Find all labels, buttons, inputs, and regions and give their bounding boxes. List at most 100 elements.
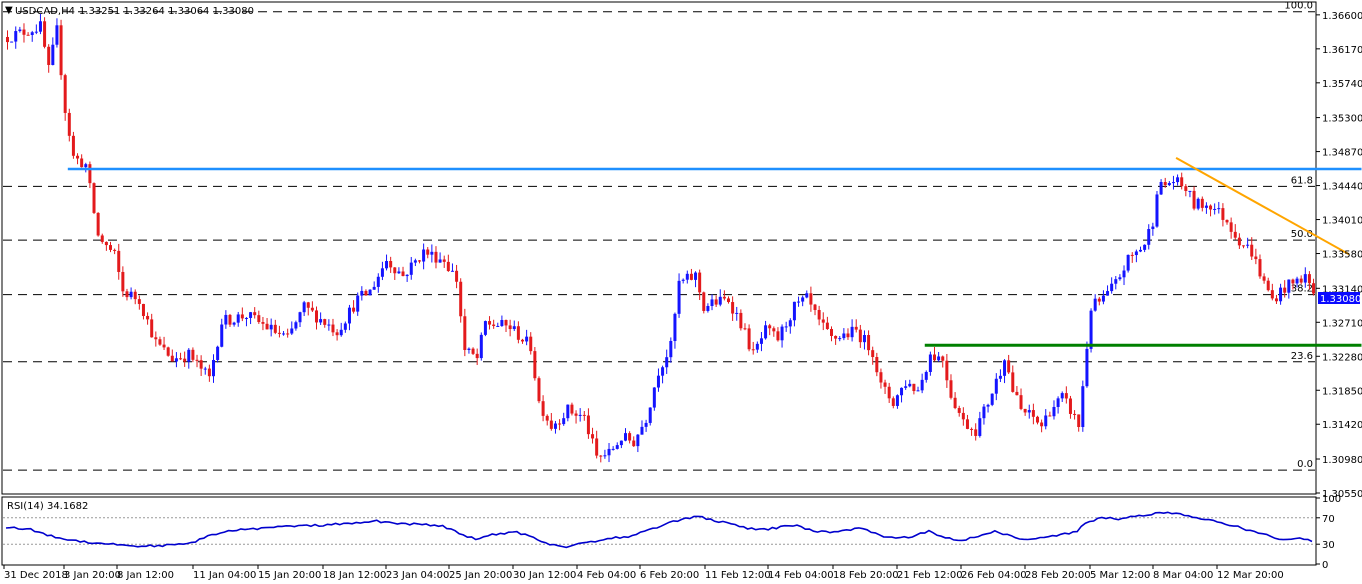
bear-candle bbox=[170, 355, 174, 362]
time-tick-label: 26 Feb 04:00 bbox=[961, 570, 1027, 581]
bear-candle bbox=[265, 323, 269, 330]
bear-candle bbox=[109, 245, 112, 250]
bear-candle bbox=[698, 272, 702, 293]
bull-candle bbox=[339, 329, 343, 336]
bear-candle bbox=[1184, 186, 1188, 191]
bear-candle bbox=[1262, 276, 1266, 281]
time-tick-label: 8 Mar 04:00 bbox=[1153, 570, 1213, 581]
bull-candle bbox=[1287, 279, 1291, 293]
fib-level-label: 23.6 bbox=[1291, 351, 1313, 362]
bull-candle bbox=[1056, 398, 1060, 407]
bear-candle bbox=[117, 250, 121, 272]
bull-candle bbox=[640, 426, 644, 435]
bear-candle bbox=[776, 331, 780, 341]
bear-candle bbox=[1258, 259, 1262, 277]
bull-candle bbox=[916, 390, 920, 392]
bear-candle bbox=[158, 339, 162, 345]
bear-candle bbox=[401, 271, 405, 277]
bull-candle bbox=[801, 297, 805, 302]
bear-candle bbox=[953, 397, 957, 409]
bull-candle bbox=[677, 280, 681, 314]
bear-candle bbox=[739, 312, 743, 329]
bear-candle bbox=[389, 261, 393, 268]
bear-candle bbox=[867, 335, 871, 351]
rsi-indicator: 100 70 30 0 bbox=[3, 494, 1341, 571]
bull-candle bbox=[998, 375, 1002, 379]
bull-candle bbox=[644, 422, 648, 427]
bull-candle bbox=[792, 301, 796, 321]
bull-candle bbox=[500, 320, 504, 326]
dropdown-arrow-icon[interactable]: ▼ bbox=[5, 5, 13, 16]
time-tick-label: 21 Feb 12:00 bbox=[897, 570, 963, 581]
fib-level-label: 100.0 bbox=[1284, 1, 1313, 12]
fibonacci-levels: 100.0 61.8 50.0 38.2 23.6 0.0 bbox=[3, 1, 1315, 471]
bull-candle bbox=[735, 312, 739, 314]
bull-candle bbox=[718, 296, 722, 305]
bull-candle bbox=[1188, 190, 1192, 192]
bear-candle bbox=[582, 414, 586, 416]
bear-candle bbox=[113, 249, 117, 251]
time-tick-label: 18 Feb 20:00 bbox=[833, 570, 899, 581]
bull-candle bbox=[438, 259, 442, 263]
fib-level-label: 0.0 bbox=[1297, 459, 1313, 470]
bear-candle bbox=[1192, 190, 1196, 209]
bull-candle bbox=[1110, 283, 1114, 292]
bull-candle bbox=[850, 326, 854, 338]
bear-candle bbox=[537, 378, 541, 402]
bear-candle bbox=[817, 309, 821, 320]
bull-candle bbox=[290, 328, 294, 334]
bull-candle bbox=[788, 320, 792, 327]
price-tick-label: 1.35740 bbox=[1322, 79, 1362, 90]
bull-candle bbox=[615, 445, 619, 449]
price-tick-label: 1.31850 bbox=[1322, 386, 1362, 397]
bull-candle bbox=[405, 274, 409, 277]
candlestick-series bbox=[6, 13, 1316, 463]
bull-candle bbox=[450, 270, 454, 272]
bull-candle bbox=[483, 321, 487, 335]
rsi-tick-label: 30 bbox=[1322, 540, 1335, 551]
bull-candle bbox=[1204, 205, 1208, 208]
bear-candle bbox=[1209, 205, 1213, 210]
bear-candle bbox=[393, 267, 397, 274]
bear-candle bbox=[240, 314, 244, 319]
bear-candle bbox=[830, 328, 833, 336]
bull-candle bbox=[129, 291, 133, 298]
bear-candle bbox=[1312, 283, 1316, 294]
time-tick-label: 31 Dec 2018 bbox=[4, 570, 68, 581]
bear-candle bbox=[183, 358, 187, 362]
bear-candle bbox=[1307, 274, 1311, 284]
bull-candle bbox=[385, 261, 389, 269]
bear-candle bbox=[933, 354, 936, 361]
bear-candle bbox=[974, 429, 978, 436]
bear-candle bbox=[26, 34, 30, 36]
bull-candle bbox=[30, 32, 34, 36]
time-tick-label: 23 Jan 04:00 bbox=[386, 570, 449, 581]
bear-candle bbox=[599, 455, 603, 457]
bear-candle bbox=[586, 415, 590, 435]
bull-candle bbox=[648, 407, 652, 423]
bear-candle bbox=[310, 307, 314, 311]
bear-candle bbox=[743, 328, 747, 330]
bear-candle bbox=[162, 344, 166, 348]
bear-candle bbox=[875, 357, 879, 373]
bear-candle bbox=[1266, 280, 1270, 291]
bear-candle bbox=[1077, 414, 1081, 428]
bull-candle bbox=[236, 314, 240, 323]
symbol-label: USDCAD,H4 bbox=[15, 6, 75, 17]
bear-candle bbox=[121, 271, 125, 292]
price-tick-label: 1.34010 bbox=[1322, 216, 1362, 227]
bull-candle bbox=[249, 312, 253, 318]
time-tick-label: 11 Feb 12:00 bbox=[705, 570, 771, 581]
time-tick-label: 28 Feb 20:00 bbox=[1025, 570, 1091, 581]
bear-candle bbox=[689, 273, 693, 280]
bull-candle bbox=[1122, 270, 1126, 278]
bear-candle bbox=[331, 324, 335, 333]
bear-candle bbox=[1254, 256, 1258, 260]
bull-candle bbox=[55, 25, 59, 45]
bull-candle bbox=[994, 378, 998, 394]
bull-candle bbox=[212, 359, 215, 377]
bear-candle bbox=[1221, 208, 1225, 220]
bull-candle bbox=[764, 325, 768, 339]
